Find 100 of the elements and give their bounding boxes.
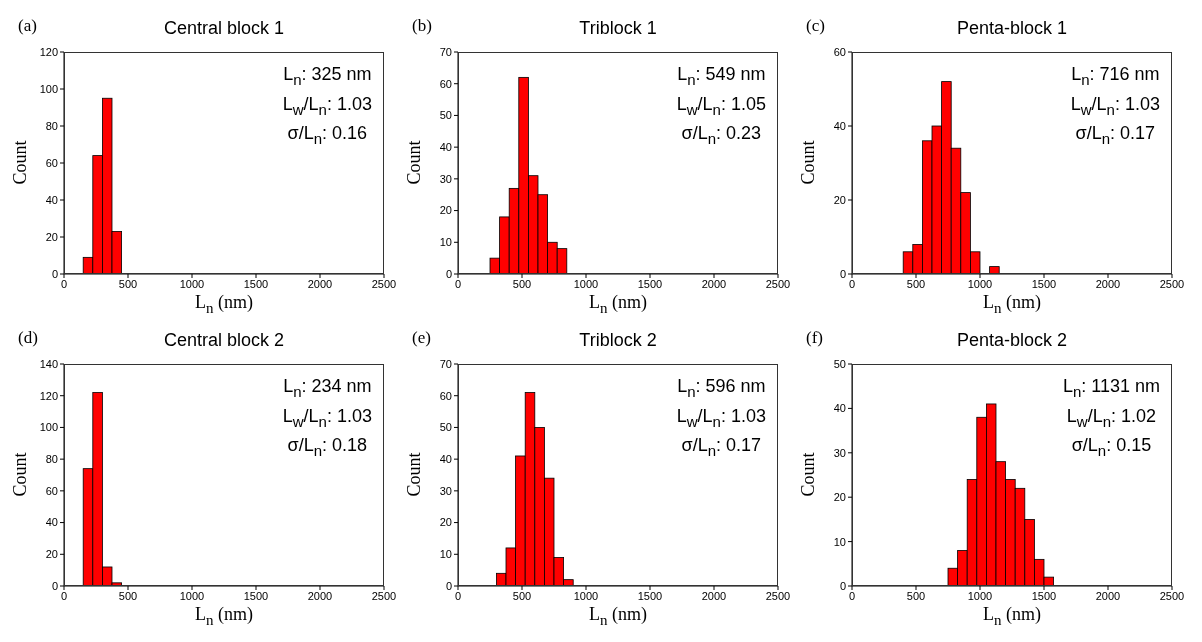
y-tick-label: 30 [833,446,846,459]
y-tick-label: 0 [445,579,452,592]
annotation: L$_{w}$/L$_{n}$: 1.03 [676,404,766,432]
x-axis-title: L$_{n}$ (nm) [194,292,254,317]
y-tick-label: 40 [439,141,452,154]
text: (e) [412,328,431,348]
y-tick-label: 0 [839,267,846,280]
y-tick-label: 70 [439,45,452,58]
y-tick-label: 40 [45,193,58,206]
annotation: L$_{w}$/L$_{n}$: 1.03 [1070,92,1160,120]
y-tick-label: 70 [439,357,452,370]
x-tick-label: 0 [60,589,68,602]
x-tick-label: 2500 [371,277,397,290]
y-tick-label: 120 [39,45,58,58]
x-tick-label: 0 [848,589,856,602]
y-tick-label: 20 [45,548,58,561]
y-axis-title: Count [797,139,819,187]
x-tick-label: 2500 [371,589,397,602]
x-tick-label: 2500 [1159,589,1185,602]
y-tick-label: 30 [439,484,452,497]
annotation: σ/L$_{n}$: 0.17 [680,434,763,461]
y-tick-label: 60 [439,77,452,90]
x-tick-label: 500 [118,277,138,290]
x-tick-label: 1000 [967,589,993,602]
x-tick-label: 1500 [243,589,269,602]
x-tick-label: 500 [906,589,926,602]
x-tick-label: 1500 [637,277,663,290]
x-tick-label: 2000 [307,277,333,290]
y-tick-label: 100 [39,82,58,95]
x-tick-label: 2000 [701,277,727,290]
x-tick-label: 500 [118,589,138,602]
chart-title: Central block 2 [162,330,286,351]
annotation: L$_{n}$: 596 nm [676,375,766,402]
text: (d) [18,328,38,348]
x-tick-label: 2500 [765,277,791,290]
x-tick-label: 1500 [637,589,663,602]
text: (f) [806,328,823,348]
x-tick-label: 2000 [701,589,727,602]
x-tick-label: 1500 [243,277,269,290]
y-tick-label: 60 [833,45,846,58]
y-tick-label: 100 [39,421,58,434]
y-tick-label: 0 [51,579,58,592]
annotation: L$_{w}$/L$_{n}$: 1.03 [282,92,372,120]
y-axis-title: Count [797,451,819,499]
y-tick-label: 40 [45,516,58,529]
y-tick-label: 40 [439,453,452,466]
y-tick-label: 60 [45,484,58,497]
y-axis-title: Count [403,139,425,187]
annotation: σ/L$_{n}$: 0.23 [680,122,763,149]
y-tick-label: 80 [45,453,58,466]
x-tick-label: 2500 [765,589,791,602]
x-tick-label: 1500 [1031,589,1057,602]
x-tick-label: 2000 [1095,589,1121,602]
x-axis-title: L$_{n}$ (nm) [588,604,648,629]
annotation: σ/L$_{n}$: 0.16 [286,122,369,149]
annotation: L$_{w}$/L$_{n}$: 1.02 [1065,404,1158,432]
x-tick-label: 0 [454,589,462,602]
y-tick-label: 40 [833,119,846,132]
x-tick-label: 2000 [307,589,333,602]
y-tick-label: 10 [439,236,452,249]
x-tick-label: 500 [512,589,532,602]
y-tick-label: 20 [45,230,58,243]
y-tick-label: 50 [439,109,452,122]
x-tick-label: 1000 [967,277,993,290]
y-tick-label: 20 [439,204,452,217]
annotation: σ/L$_{n}$: 0.17 [1074,122,1157,149]
x-axis-title: L$_{n}$ (nm) [982,604,1042,629]
y-tick-label: 50 [439,421,452,434]
x-tick-label: 2000 [1095,277,1121,290]
x-tick-label: 0 [848,277,856,290]
y-tick-label: 20 [833,193,846,206]
x-tick-label: 1000 [179,277,205,290]
text: (c) [806,16,825,36]
chart-title: Penta-block 2 [955,330,1069,351]
text: (b) [412,16,432,36]
chart-title: Triblock 2 [578,330,658,351]
x-tick-label: 1000 [573,589,599,602]
y-tick-label: 60 [439,389,452,402]
x-tick-label: 2500 [1159,277,1185,290]
annotation: L$_{n}$: 716 nm [1070,63,1160,90]
y-axis-title: Count [9,451,31,499]
x-tick-label: 0 [454,277,462,290]
y-tick-label: 0 [51,267,58,280]
y-axis-title: Count [403,451,425,499]
annotation: L$_{w}$/L$_{n}$: 1.05 [676,92,766,120]
x-tick-label: 1500 [1031,277,1057,290]
y-tick-label: 120 [39,389,58,402]
chart-title: Penta-block 1 [955,18,1069,39]
annotation: L$_{n}$: 1131 nm [1062,375,1160,402]
y-tick-label: 10 [833,535,846,548]
y-tick-label: 50 [833,357,846,370]
x-tick-label: 500 [512,277,532,290]
y-tick-label: 30 [439,172,452,185]
x-axis-title: L$_{n}$ (nm) [588,292,648,317]
annotation: L$_{n}$: 234 nm [282,375,372,402]
x-tick-label: 0 [60,277,68,290]
y-tick-label: 10 [439,548,452,561]
x-tick-label: 1000 [179,589,205,602]
y-tick-label: 80 [45,119,58,132]
y-tick-label: 20 [439,516,452,529]
